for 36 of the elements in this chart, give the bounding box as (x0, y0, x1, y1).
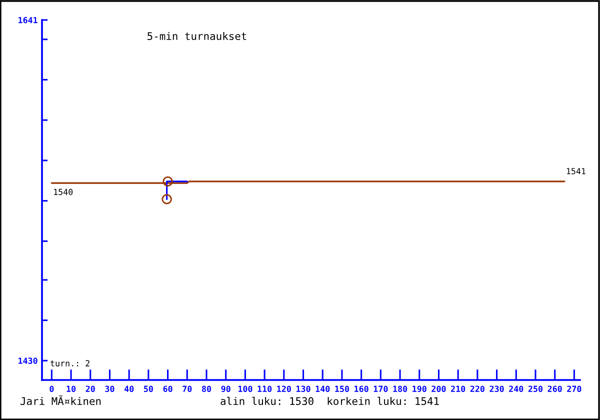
y-tick-label: 1641 (18, 16, 38, 24)
x-tick-label: 260 (548, 386, 562, 392)
x-tick-label: 140 (316, 386, 330, 392)
x-tick-label: 90 (221, 386, 230, 392)
x-tick-label: 110 (258, 386, 272, 392)
data-label: 1540 (54, 188, 73, 196)
x-tick-label: 190 (412, 386, 426, 392)
x-tick-label: 170 (374, 386, 388, 392)
y-tick-label: 1430 (18, 358, 38, 364)
x-tick-label: 10 (66, 386, 76, 392)
text: alin luku: 1530 korkein luku: 1541 (220, 396, 439, 406)
x-tick-label: 210 (451, 386, 466, 392)
data-label: 1541 (566, 168, 586, 174)
annotation: turn.: 2 (50, 360, 90, 366)
x-tick-label: 230 (490, 386, 504, 392)
x-tick-label: 160 (354, 386, 368, 392)
x-tick-label: 70 (182, 386, 192, 392)
x-tick-label: 180 (393, 386, 408, 392)
x-tick-label: 240 (509, 386, 524, 392)
x-tick-label: 80 (202, 386, 212, 392)
x-tick-label: 220 (470, 386, 484, 392)
x-tick-label: 130 (296, 386, 310, 392)
x-tick-label: 200 (432, 386, 446, 392)
x-tick-label: 150 (335, 386, 349, 392)
x-tick-label: 20 (86, 386, 95, 392)
text: Jari MÃ¤kinen (20, 395, 101, 406)
x-tick-label: 60 (163, 386, 172, 392)
x-tick-label: 250 (528, 386, 543, 392)
x-tick-label: 40 (124, 386, 134, 392)
x-tick-label: 50 (144, 386, 153, 392)
x-tick-label: 100 (238, 386, 252, 392)
x-tick-label: 30 (105, 386, 114, 392)
x-tick-label: 270 (567, 386, 582, 392)
x-tick-label: 0 (50, 386, 54, 392)
x-tick-label: 120 (277, 386, 291, 392)
text: 5-min turnaukset (148, 32, 246, 40)
